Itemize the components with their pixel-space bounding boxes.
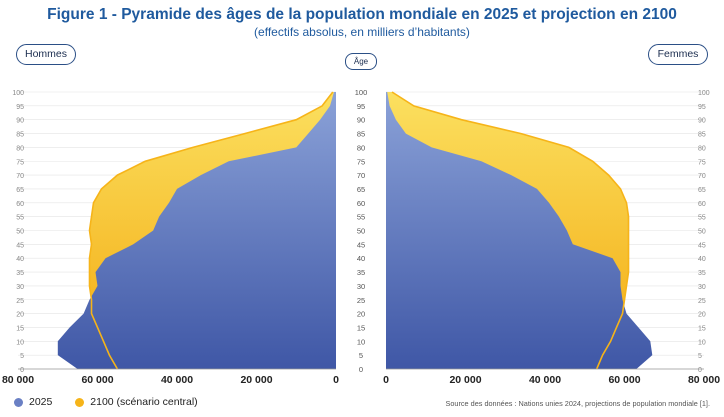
age-tick-left: 90 — [16, 118, 24, 125]
age-tick-center: 45 — [357, 240, 365, 249]
age-tick-left: 30 — [16, 284, 24, 291]
age-tick-left: 5 — [20, 353, 24, 360]
age-tick-center: 65 — [357, 185, 365, 194]
x-tick-left: 40 000 — [161, 374, 193, 386]
age-tick-right: 65 — [698, 187, 706, 194]
x-tick-left: 20 000 — [240, 374, 272, 386]
age-tick-right: 55 — [698, 215, 706, 222]
age-tick-center: 10 — [357, 337, 365, 346]
chart-title: Figure 1 - Pyramide des âges de la popul… — [47, 6, 677, 23]
age-tick-right: 20 — [698, 312, 706, 319]
legend-swatch-2025 — [14, 397, 23, 407]
age-tick-center: 5 — [359, 351, 363, 360]
series-2025-men-area — [57, 92, 337, 369]
age-tick-right: 60 — [698, 201, 706, 208]
age-tick-left: 20 — [16, 312, 24, 319]
series-2025-women-area — [386, 92, 653, 369]
age-tick-center: 75 — [357, 157, 365, 166]
source-note: Source des données : Nations unies 2024,… — [445, 399, 711, 408]
age-tick-right: 95 — [698, 104, 706, 111]
age-tick-center: 50 — [357, 227, 365, 236]
age-tick-left: 10 — [16, 339, 24, 346]
age-tick-center: 100 — [355, 88, 368, 97]
age-tick-right: 10 — [698, 339, 706, 346]
age-tick-left: 0 — [20, 367, 24, 374]
age-tick-center: 30 — [357, 282, 365, 291]
age-axis-label: Âge — [345, 53, 377, 70]
age-tick-center: 80 — [357, 143, 365, 152]
age-tick-left: 75 — [16, 159, 24, 166]
women-label: Femmes — [648, 44, 708, 65]
legend: 2025 2100 (scénario central) — [14, 396, 218, 410]
legend-label-2025: 2025 — [29, 396, 53, 408]
age-tick-center: 70 — [357, 171, 365, 180]
age-tick-center: 55 — [357, 213, 365, 222]
age-tick-right: 100 — [698, 90, 710, 97]
age-tick-left: 85 — [16, 132, 24, 139]
x-tick-right: 40 000 — [529, 374, 561, 386]
age-tick-left: 80 — [16, 145, 24, 152]
age-tick-right: 25 — [698, 298, 706, 305]
age-tick-center: 20 — [357, 310, 365, 319]
age-tick-center: 85 — [357, 130, 365, 139]
x-tick-right: 80 000 — [688, 374, 720, 386]
x-tick-left: 60 000 — [81, 374, 113, 386]
chart-subtitle: (effectifs absolus, en milliers d’habita… — [254, 25, 470, 39]
age-tick-center: 0 — [359, 365, 363, 374]
age-tick-center: 15 — [357, 323, 365, 332]
age-tick-left: 15 — [16, 325, 24, 332]
age-tick-right: 80 — [698, 145, 706, 152]
age-tick-right: 5 — [698, 353, 702, 360]
age-tick-right: 50 — [698, 229, 706, 236]
age-tick-left: 40 — [16, 256, 24, 263]
x-tick-right: 20 000 — [449, 374, 481, 386]
age-tick-center: 25 — [357, 296, 365, 305]
age-tick-left: 70 — [16, 173, 24, 180]
age-tick-left: 35 — [16, 270, 24, 277]
age-tick-left: 95 — [16, 104, 24, 111]
age-tick-right: 15 — [698, 325, 706, 332]
age-tick-right: 35 — [698, 270, 706, 277]
men-label: Hommes — [16, 44, 76, 65]
age-tick-right: 0 — [698, 367, 702, 374]
age-tick-left: 45 — [16, 242, 24, 249]
series-2100-women-line — [391, 91, 630, 370]
age-tick-center: 35 — [357, 268, 365, 277]
age-tick-left: 100 — [12, 90, 24, 97]
age-tick-center: 90 — [357, 116, 365, 125]
x-tick-left: 0 — [333, 374, 339, 386]
x-tick-right: 60 000 — [608, 374, 640, 386]
age-tick-center: 40 — [357, 254, 365, 263]
age-tick-right: 70 — [698, 173, 706, 180]
age-tick-right: 30 — [698, 284, 706, 291]
age-tick-left: 50 — [16, 229, 24, 236]
age-tick-right: 75 — [698, 159, 706, 166]
age-tick-left: 55 — [16, 215, 24, 222]
legend-label-2100: 2100 (scénario central) — [90, 396, 198, 408]
age-tick-left: 65 — [16, 187, 24, 194]
age-tick-center: 95 — [357, 102, 365, 111]
series-2100-men-line — [88, 91, 334, 370]
age-tick-right: 90 — [698, 118, 706, 125]
legend-item-2025: 2025 — [14, 396, 52, 408]
age-tick-left: 60 — [16, 201, 24, 208]
legend-swatch-2100 — [75, 397, 85, 407]
x-tick-left: 80 000 — [2, 374, 34, 386]
age-tick-left: 25 — [16, 298, 24, 305]
age-tick-right: 45 — [698, 242, 706, 249]
age-tick-right: 40 — [698, 256, 706, 263]
age-tick-center: 60 — [357, 199, 365, 208]
legend-item-2100: 2100 (scénario central) — [75, 396, 198, 408]
x-tick-right: 0 — [383, 374, 389, 386]
age-tick-right: 85 — [698, 132, 706, 139]
